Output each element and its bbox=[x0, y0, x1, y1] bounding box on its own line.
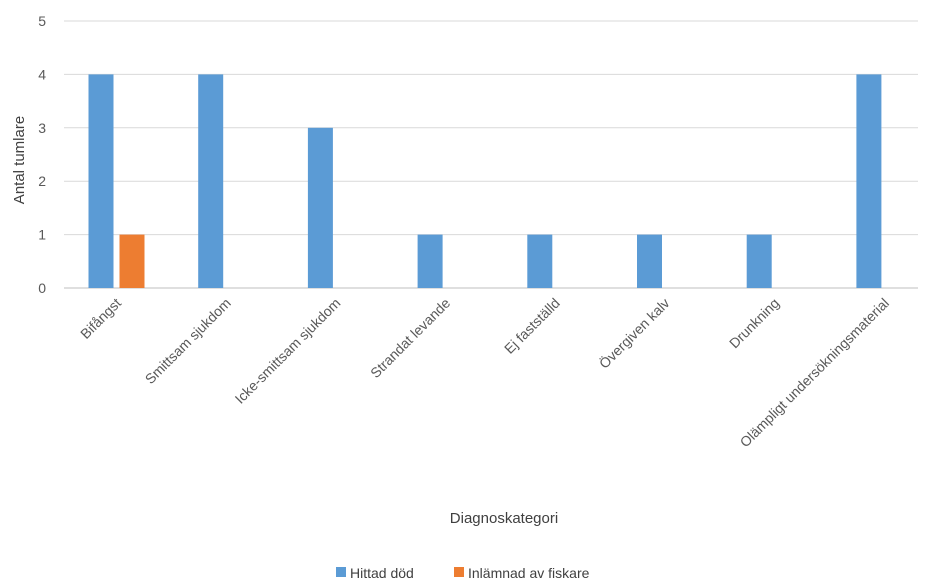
x-tick-label: Bifångst bbox=[77, 295, 124, 342]
bar bbox=[198, 74, 224, 289]
bar bbox=[527, 234, 553, 288]
x-tick-label: Övergiven kalv bbox=[595, 294, 672, 371]
y-tick-label: 1 bbox=[38, 227, 46, 243]
y-tick-labels: 0 1 2 3 4 5 bbox=[38, 13, 46, 296]
y-tick-label: 4 bbox=[38, 66, 46, 82]
legend-swatch-hittad-dod bbox=[336, 567, 346, 577]
x-axis-title: Diagnoskategori bbox=[450, 510, 558, 527]
bars bbox=[88, 74, 882, 289]
x-tick-label: Drunkning bbox=[726, 295, 782, 351]
bar bbox=[417, 234, 443, 288]
gridlines bbox=[64, 20, 918, 289]
legend-swatch-inlamnad-av-fiskare bbox=[454, 567, 464, 577]
legend: Hittad död Inlämnad av fiskare bbox=[336, 565, 590, 581]
legend-label-hittad-dod: Hittad död bbox=[350, 565, 414, 581]
x-tick-label: Smittsam sjukdom bbox=[142, 295, 234, 387]
bar bbox=[88, 74, 114, 289]
y-tick-label: 5 bbox=[38, 13, 46, 29]
x-tick-label: Icke-smittsam sjukdom bbox=[232, 295, 344, 407]
y-tick-label: 2 bbox=[38, 173, 46, 189]
x-tick-label: Strandat levande bbox=[367, 295, 453, 381]
bar bbox=[119, 234, 145, 288]
bar bbox=[307, 127, 333, 288]
bar bbox=[856, 74, 882, 289]
y-tick-label: 3 bbox=[38, 120, 46, 136]
bar bbox=[746, 234, 772, 288]
bar bbox=[637, 234, 662, 288]
y-tick-label: 0 bbox=[38, 280, 46, 296]
y-axis-title: Antal tumlare bbox=[11, 116, 28, 204]
legend-label-inlamnad-av-fiskare: Inlämnad av fiskare bbox=[468, 565, 590, 581]
x-tick-label: Ej fastställd bbox=[501, 295, 563, 357]
